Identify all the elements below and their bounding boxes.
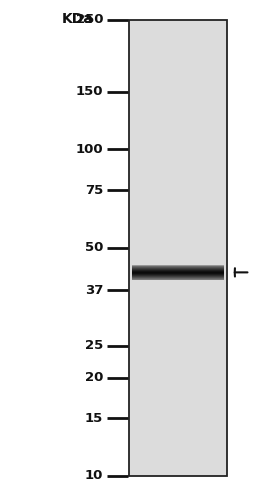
Bar xyxy=(132,277,224,278)
Bar xyxy=(132,269,224,270)
Text: 37: 37 xyxy=(85,284,103,297)
Bar xyxy=(132,267,224,268)
Text: 10: 10 xyxy=(85,469,103,482)
Bar xyxy=(132,275,224,276)
Text: KDa: KDa xyxy=(61,12,93,26)
Text: 75: 75 xyxy=(85,183,103,197)
Text: 15: 15 xyxy=(85,412,103,425)
Bar xyxy=(132,272,224,273)
Bar xyxy=(132,276,224,277)
Bar xyxy=(132,278,224,279)
Text: 20: 20 xyxy=(85,371,103,384)
Bar xyxy=(132,266,224,267)
Bar xyxy=(132,265,224,266)
Bar xyxy=(132,277,224,278)
Text: 50: 50 xyxy=(85,241,103,254)
Bar xyxy=(132,267,224,268)
Text: 25: 25 xyxy=(85,340,103,352)
Bar xyxy=(132,265,224,266)
Text: 100: 100 xyxy=(76,143,103,156)
Bar xyxy=(132,273,224,274)
Bar xyxy=(132,266,224,267)
Bar xyxy=(132,279,224,280)
Bar xyxy=(132,272,224,273)
Text: 150: 150 xyxy=(76,85,103,99)
Bar xyxy=(132,279,224,280)
Bar xyxy=(132,278,224,279)
Bar xyxy=(132,264,224,265)
Bar xyxy=(132,271,224,272)
Bar xyxy=(132,268,224,269)
Bar xyxy=(132,274,224,275)
Bar xyxy=(132,274,224,275)
Bar xyxy=(132,270,224,271)
Text: 250: 250 xyxy=(76,13,103,26)
Bar xyxy=(132,273,224,274)
Bar xyxy=(129,20,227,476)
Bar xyxy=(132,275,224,276)
Bar xyxy=(132,276,224,277)
